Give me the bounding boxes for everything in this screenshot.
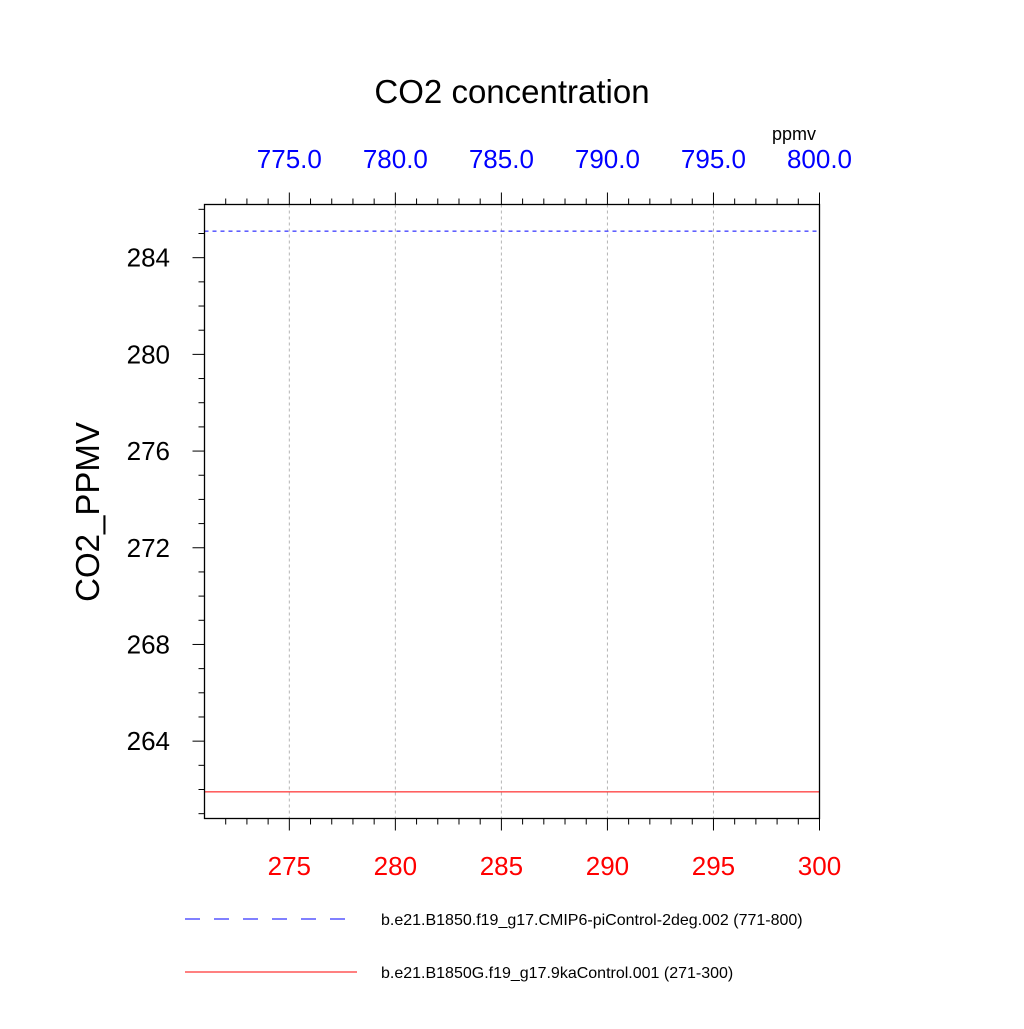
grid-layer	[288, 204, 820, 819]
y-tick-label: 276	[127, 436, 170, 466]
y-tick-label: 284	[127, 243, 170, 273]
x-bottom-tick-label: 285	[480, 851, 523, 881]
legend-label-2: b.e21.B1850G.f19_g17.9kaControl.001 (271…	[381, 965, 733, 982]
y-tick-label: 268	[127, 629, 170, 659]
x-top-tick-label: 785.0	[469, 144, 534, 174]
x-top-tick-label: 795.0	[681, 144, 746, 174]
chart-title: CO2 concentration	[374, 73, 649, 110]
y-axis-title: CO2_PPMV	[69, 422, 106, 602]
x-bottom-tick-label: 295	[692, 851, 735, 881]
x-bottom-tick-label: 300	[798, 851, 841, 881]
y-tick-label: 264	[127, 726, 170, 756]
y-tick-label: 280	[127, 339, 170, 369]
plot-frame	[203, 203, 821, 820]
x-top-tick-label: 775.0	[257, 144, 322, 174]
x-bottom-tick-label: 280	[374, 851, 417, 881]
series-layer	[204, 230, 820, 793]
legend: b.e21.B1850.f19_g17.CMIP6-piControl-2deg…	[185, 912, 803, 982]
legend-label-1: b.e21.B1850.f19_g17.CMIP6-piControl-2deg…	[381, 912, 803, 929]
x-top-tick-label: 780.0	[363, 144, 428, 174]
x-bottom-tick-label: 290	[586, 851, 629, 881]
x-top-tick-label: 790.0	[575, 144, 640, 174]
y-tick-label: 272	[127, 533, 170, 563]
x-bottom-tick-label: 275	[268, 851, 311, 881]
tick-layer: 275 280 285 290 295 300 775.0 780.0 785.0 790.0 79…	[127, 144, 852, 881]
units-label: ppmv	[772, 124, 816, 144]
x-top-tick-label: 800.0	[787, 144, 852, 174]
